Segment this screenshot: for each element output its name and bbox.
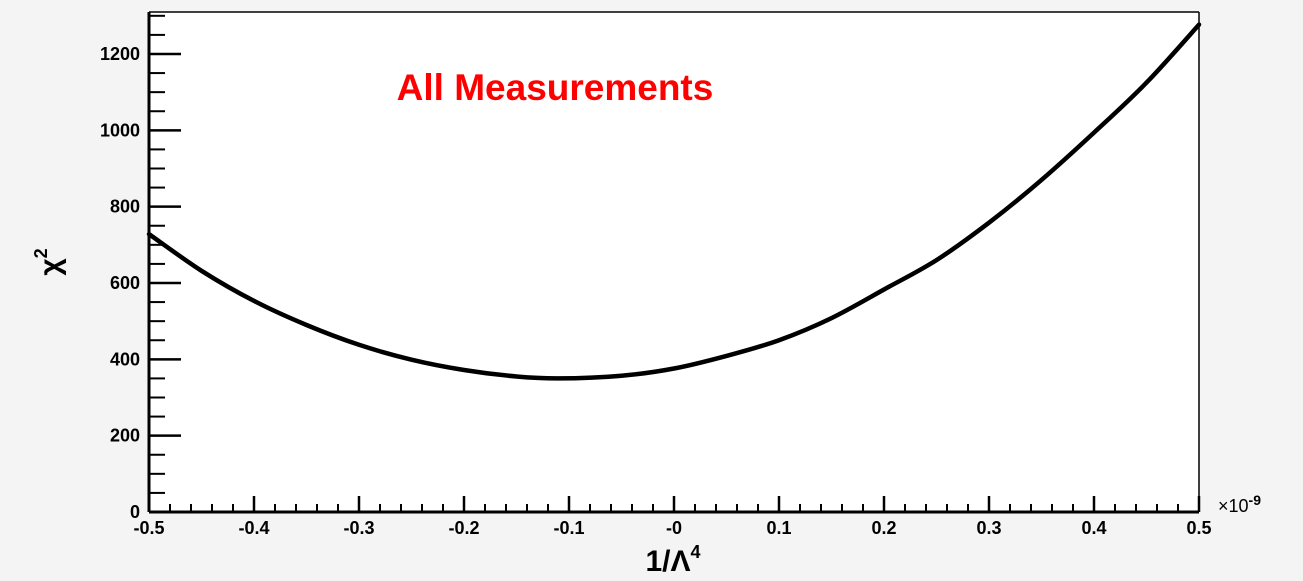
x-tick-label: 0.3 (976, 518, 1001, 538)
x-multiplier: ×10-9 (1218, 492, 1261, 516)
x-tick-label: -0.5 (133, 518, 164, 538)
x-tick-label: -0.1 (553, 518, 584, 538)
x-axis-title-sup: 4 (691, 542, 701, 562)
series-line-0 (146, 22, 1202, 381)
y-axis-title-main: χ (34, 258, 67, 276)
plot-area (149, 12, 1199, 512)
axes: -0.5 -0.4 -0.3 -0.2 -0.1 -0 0.1 0.2 0.3 0.4 0.5 0 20… (100, 11, 1212, 538)
x-tick-label: -0.3 (343, 518, 374, 538)
x-tick-label: 0.5 (1186, 518, 1211, 538)
y-tick-label: 600 (110, 273, 140, 293)
y-tick-label: 400 (110, 349, 140, 369)
x-axis-title: 1/Λ4 (645, 542, 700, 578)
y-axis-title: χ2 (31, 248, 67, 275)
x-tick-label: -0 (666, 518, 682, 538)
curve-layer (146, 22, 1202, 381)
x-multiplier-base: ×10 (1218, 496, 1249, 516)
x-tick-label: -0.2 (448, 518, 479, 538)
y-axis-title-sup: 2 (31, 248, 51, 258)
y-tick-label: 1000 (100, 120, 140, 140)
y-tick-label: 200 (110, 426, 140, 446)
y-tick-label: 0 (130, 502, 140, 522)
x-tick-label: 0.2 (871, 518, 896, 538)
x-multiplier-exp: -9 (1249, 492, 1262, 508)
y-tick-label: 800 (110, 197, 140, 217)
x-tick-label: 0.1 (766, 518, 791, 538)
y-tick-label: 1200 (100, 44, 140, 64)
x-axis-title-main: 1/Λ (645, 545, 690, 578)
chart-title: All Measurements (397, 67, 714, 108)
x-tick-label: -0.4 (238, 518, 269, 538)
x-tick-label: 0.4 (1081, 518, 1106, 538)
